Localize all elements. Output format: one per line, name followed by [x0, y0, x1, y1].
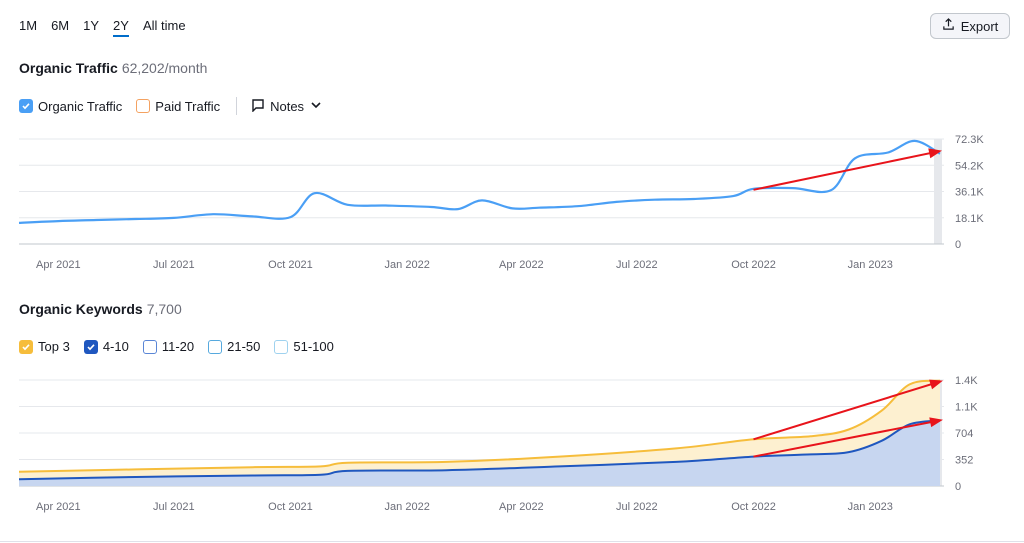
chevron-down-icon	[309, 98, 323, 115]
legend-label: Top 3	[38, 339, 70, 354]
traffic-title-label: Organic Traffic	[19, 60, 118, 76]
x-tick-label: Jul 2021	[153, 259, 195, 271]
range-tab-1y[interactable]: 1Y	[83, 18, 100, 33]
x-tick-label: Jan 2023	[848, 259, 893, 271]
checkbox-unchecked-icon[interactable]	[142, 339, 157, 354]
legend-label: 11-20	[161, 339, 195, 354]
x-tick-label: Oct 2022	[731, 259, 776, 271]
keywords-legend: Top 3 4-10 11-20 21-50 51-100	[19, 339, 348, 354]
y-tick-label: 36.1K	[955, 187, 984, 199]
x-tick-label: Jan 2022	[385, 259, 430, 271]
y-tick-label: 54.2K	[955, 160, 984, 172]
legend-organic-traffic[interactable]: Organic Traffic	[19, 99, 122, 114]
keywords-title-label: Organic Keywords	[19, 301, 143, 317]
legend-label: Paid Traffic	[155, 98, 221, 114]
x-tick-label: Oct 2021	[268, 259, 313, 271]
y-tick-label: 18.1K	[955, 213, 984, 225]
legend-divider	[236, 97, 238, 115]
checkbox-checked-icon[interactable]	[19, 99, 33, 113]
x-tick-label: Jul 2022	[616, 501, 658, 513]
export-button[interactable]: Export	[930, 13, 1010, 39]
legend-label: 21-50	[227, 339, 261, 354]
y-tick-label: 0	[955, 481, 961, 493]
range-tab-2y[interactable]: 2Y	[113, 16, 129, 37]
organic-traffic-line	[18, 139, 941, 224]
export-label: Export	[960, 18, 999, 34]
k4-10-area	[19, 420, 940, 486]
traffic-title: Organic Traffic 62,202/month	[19, 60, 207, 76]
bottom-divider	[0, 541, 1024, 542]
x-tick-label: Oct 2022	[731, 501, 776, 513]
trend-arrow-line	[753, 150, 939, 191]
trend-arrow-head	[928, 148, 942, 159]
x-tick-label: Jul 2022	[616, 259, 658, 271]
x-tick-label: Oct 2021	[268, 501, 313, 513]
traffic-value: 62,202/month	[121, 60, 208, 76]
legend-keywords-top-3[interactable]: Top 3	[19, 339, 70, 354]
range-tab-1m[interactable]: 1M	[19, 18, 38, 33]
legend-keywords-11-20[interactable]: 11-20	[142, 339, 195, 354]
y-tick-label: 1.1K	[955, 402, 978, 414]
range-tab-all-time[interactable]: All time	[142, 18, 186, 33]
y-tick-label: 0	[955, 239, 961, 251]
trend-arrow-head	[929, 417, 943, 428]
x-tick-label: Jul 2021	[153, 501, 195, 513]
legend-label: 4-10	[102, 339, 129, 354]
organic-keywords-chart: 0 352 704 1.1K 1.4K Apr 2021 Jul 2021 Oct 2021 J…	[18, 375, 978, 513]
y-tick-label: 352	[955, 455, 973, 467]
checkbox-checked-icon[interactable]	[19, 339, 33, 354]
checkbox-unchecked-icon[interactable]	[274, 339, 289, 354]
x-tick-label: Apr 2021	[36, 501, 81, 513]
legend-keywords-21-50[interactable]: 21-50	[208, 339, 260, 354]
checkbox-checked-icon[interactable]	[83, 339, 98, 354]
y-tick-label: 72.3K	[955, 134, 984, 146]
comment-icon	[251, 98, 265, 115]
trend-arrow-head	[929, 379, 943, 390]
x-tick-label: Jan 2022	[385, 501, 430, 513]
x-tick-label: Apr 2021	[36, 259, 81, 271]
trend-arrow-line	[753, 419, 940, 458]
y-tick-label: 704	[955, 428, 973, 440]
legend-label: 51-100	[293, 339, 334, 354]
x-tick-label: Apr 2022	[499, 259, 544, 271]
notes-label: Notes	[270, 98, 305, 114]
keywords-title: Organic Keywords 7,700	[19, 301, 182, 317]
legend-keywords-51-100[interactable]: 51-100	[274, 339, 334, 354]
k4-10-line	[18, 419, 941, 481]
notes-dropdown[interactable]: Notes	[251, 98, 323, 115]
keywords-value: 7,700	[146, 301, 182, 317]
checkbox-unchecked-icon[interactable]	[136, 99, 151, 113]
trend-arrow-line	[753, 380, 940, 441]
y-tick-label: 1.4K	[955, 375, 978, 387]
legend-keywords-4-10[interactable]: 4-10	[83, 339, 129, 354]
traffic-legend: Organic Traffic Paid Traffic Notes	[19, 97, 323, 115]
checkbox-unchecked-icon[interactable]	[208, 339, 223, 354]
x-tick-label: Apr 2022	[499, 501, 544, 513]
organic-traffic-chart: 0 18.1K 36.1K 54.2K 72.3K Apr 2021 Jul 2021 Oct…	[18, 134, 984, 271]
x-tick-label: Jan 2023	[848, 501, 893, 513]
range-tab-6m[interactable]: 6M	[51, 18, 70, 33]
top3-line	[18, 379, 941, 473]
export-icon	[942, 18, 955, 34]
legend-paid-traffic[interactable]: Paid Traffic	[136, 99, 220, 114]
legend-label: Organic Traffic	[38, 98, 123, 114]
date-range-tabs: 1M 6M 1Y 2Y All time	[19, 16, 200, 37]
